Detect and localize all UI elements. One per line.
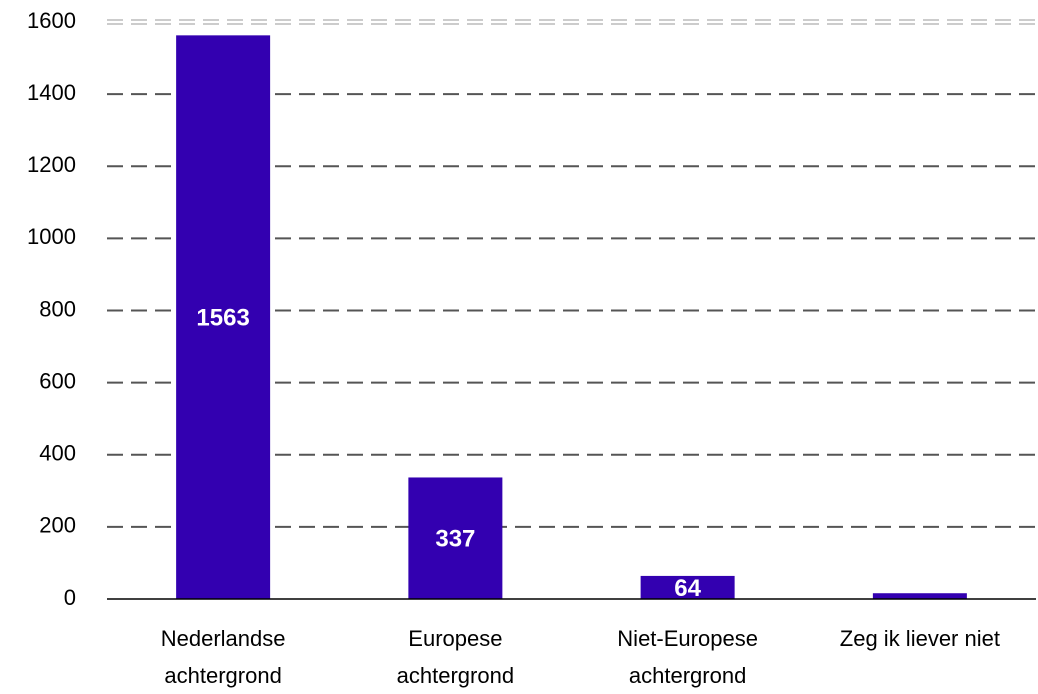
x-tick-label-line: Nederlandse [161,626,286,651]
bar [176,35,271,599]
y-tick-label: 1600 [27,8,76,33]
x-tick-label-line: Europese [408,626,502,651]
x-tick-label: Zeg ik liever niet [840,626,1000,651]
x-tick-label-line: achtergrond [164,663,281,688]
y-tick-label: 1000 [27,224,76,249]
x-tick-label-line: Niet-Europese [617,626,758,651]
x-tick-label-line: Zeg ik liever niet [840,626,1000,651]
x-tick-label: Nederlandse achtergrond [161,626,286,688]
x-tick-label: Europese achtergrond [397,626,514,688]
data-label: 64 [674,575,701,602]
y-tick-label: 0 [64,585,76,610]
y-tick-label: 200 [39,513,76,538]
x-tick-label-line: achtergrond [629,663,746,688]
bar [408,477,503,599]
y-tick-label: 800 [39,296,76,321]
x-tick-label: Niet-Europese achtergrond [617,626,758,688]
data-label: 1563 [196,305,249,332]
y-tick-label: 400 [39,441,76,466]
x-tick-label-line: achtergrond [397,663,514,688]
y-tick-label: 1200 [27,152,76,177]
bar [872,593,967,599]
bar [640,575,735,599]
y-tick-label: 600 [39,368,76,393]
y-tick-label: 1400 [27,80,76,105]
data-label: 337 [435,526,475,553]
